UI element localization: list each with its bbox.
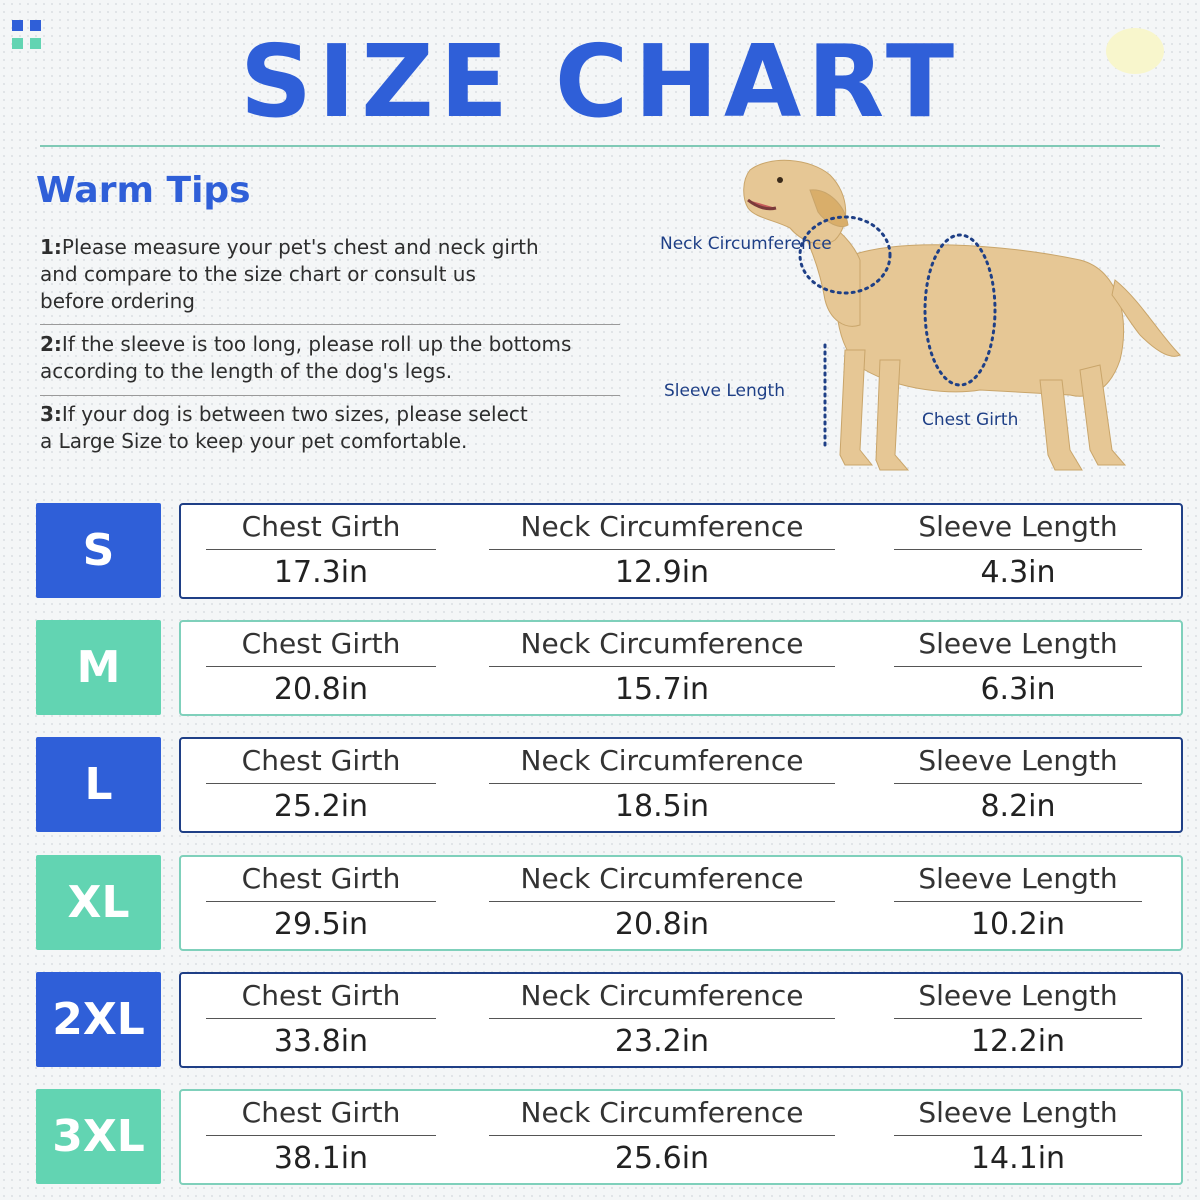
neck-cell: Neck Circumference 15.7in bbox=[489, 622, 835, 714]
chest-value: 33.8in bbox=[273, 1024, 369, 1059]
neck-cell: Neck Circumference 20.8in bbox=[489, 857, 835, 949]
sleeve-value: 4.3in bbox=[980, 555, 1056, 590]
measurement-box: Chest Girth 20.8in Neck Circumference 15.7i… bbox=[179, 620, 1183, 716]
tip-text: If your dog is between two sizes, please… bbox=[61, 402, 528, 426]
chest-value: 38.1in bbox=[273, 1141, 369, 1176]
size-row-s: S Chest Girth 17.3in Neck Circumference 12.9… bbox=[36, 503, 1183, 599]
sleeve-header: Sleeve Length bbox=[894, 857, 1142, 902]
sleeve-value: 12.2in bbox=[970, 1024, 1066, 1059]
sleeve-length-label: Sleeve Length bbox=[664, 381, 785, 401]
chest-cell: Chest Girth 17.3in bbox=[206, 505, 436, 597]
chest-header: Chest Girth bbox=[206, 1091, 436, 1136]
chest-header: Chest Girth bbox=[206, 974, 436, 1019]
sleeve-cell: Sleeve Length 4.3in bbox=[894, 505, 1142, 597]
decorative-circle bbox=[1106, 28, 1164, 74]
chest-cell: Chest Girth 20.8in bbox=[206, 622, 436, 714]
size-badge: 2XL bbox=[36, 972, 161, 1067]
page-title: SIZE CHART bbox=[239, 23, 961, 140]
measurement-box: Chest Girth 38.1in Neck Circumference 25.6i… bbox=[179, 1089, 1183, 1185]
sleeve-value: 14.1in bbox=[970, 1141, 1066, 1176]
neck-cell: Neck Circumference 18.5in bbox=[489, 739, 835, 831]
corner-logo-icon bbox=[12, 20, 52, 60]
chest-header: Chest Girth bbox=[206, 739, 436, 784]
tip-divider bbox=[40, 395, 620, 396]
dog-measurement-diagram: Neck Circumference Sleeve Length Chest G… bbox=[650, 150, 1190, 500]
sleeve-cell: Sleeve Length 10.2in bbox=[894, 857, 1142, 949]
tip-number: 1: bbox=[40, 235, 62, 259]
sleeve-cell: Sleeve Length 12.2in bbox=[894, 974, 1142, 1066]
tip-3: 3:If your dog is between two sizes, plea… bbox=[40, 401, 640, 455]
tip-text: according to the length of the dog's leg… bbox=[40, 359, 453, 383]
sleeve-value: 10.2in bbox=[970, 907, 1066, 942]
size-row-2xl: 2XL Chest Girth 33.8in Neck Circumference 23… bbox=[36, 972, 1183, 1068]
neck-header: Neck Circumference bbox=[489, 739, 835, 784]
measurement-box: Chest Girth 25.2in Neck Circumference 18.5i… bbox=[179, 737, 1183, 833]
neck-value: 15.7in bbox=[614, 672, 710, 707]
chest-cell: Chest Girth 25.2in bbox=[206, 739, 436, 831]
tip-text: a Large Size to keep your pet comfortabl… bbox=[40, 429, 468, 453]
chest-girth-label: Chest Girth bbox=[922, 410, 1019, 430]
neck-value: 25.6in bbox=[614, 1141, 710, 1176]
neck-value: 18.5in bbox=[614, 789, 710, 824]
tip-number: 3: bbox=[40, 402, 62, 426]
chest-cell: Chest Girth 33.8in bbox=[206, 974, 436, 1066]
neck-cell: Neck Circumference 12.9in bbox=[489, 505, 835, 597]
sleeve-header: Sleeve Length bbox=[894, 505, 1142, 550]
tip-2: 2:If the sleeve is too long, please roll… bbox=[40, 331, 640, 385]
size-row-3xl: 3XL Chest Girth 38.1in Neck Circumference 25… bbox=[36, 1089, 1183, 1185]
chest-cell: Chest Girth 29.5in bbox=[206, 857, 436, 949]
measurement-box: Chest Girth 29.5in Neck Circumference 20.8i… bbox=[179, 855, 1183, 951]
chest-cell: Chest Girth 38.1in bbox=[206, 1091, 436, 1183]
size-badge: 3XL bbox=[36, 1089, 161, 1184]
sleeve-header: Sleeve Length bbox=[894, 974, 1142, 1019]
sleeve-header: Sleeve Length bbox=[894, 622, 1142, 667]
size-badge: S bbox=[36, 503, 161, 598]
title-divider bbox=[40, 145, 1160, 147]
tip-1: 1:Please measure your pet's chest and ne… bbox=[40, 234, 640, 315]
neck-header: Neck Circumference bbox=[489, 505, 835, 550]
chest-header: Chest Girth bbox=[206, 622, 436, 667]
chest-header: Chest Girth bbox=[206, 505, 436, 550]
neck-header: Neck Circumference bbox=[489, 857, 835, 902]
measurement-box: Chest Girth 17.3in Neck Circumference 12.9i… bbox=[179, 503, 1183, 599]
sleeve-header: Sleeve Length bbox=[894, 739, 1142, 784]
chest-value: 17.3in bbox=[273, 555, 369, 590]
sleeve-header: Sleeve Length bbox=[894, 1091, 1142, 1136]
neck-circumference-label: Neck Circumference bbox=[660, 234, 832, 254]
size-badge: XL bbox=[36, 855, 161, 950]
chest-value: 20.8in bbox=[273, 672, 369, 707]
tip-text: If the sleeve is too long, please roll u… bbox=[61, 332, 572, 356]
sleeve-value: 6.3in bbox=[980, 672, 1056, 707]
chest-value: 25.2in bbox=[273, 789, 369, 824]
tip-number: 2: bbox=[40, 332, 62, 356]
size-badge: L bbox=[36, 737, 161, 832]
dog-illustration-icon bbox=[743, 159, 1181, 471]
neck-header: Neck Circumference bbox=[489, 622, 835, 667]
sleeve-value: 8.2in bbox=[980, 789, 1056, 824]
neck-header: Neck Circumference bbox=[489, 974, 835, 1019]
size-row-m: M Chest Girth 20.8in Neck Circumference 15.7… bbox=[36, 620, 1183, 716]
tip-text: and compare to the size chart or consult… bbox=[40, 262, 476, 286]
neck-value: 12.9in bbox=[614, 555, 710, 590]
neck-header: Neck Circumference bbox=[489, 1091, 835, 1136]
sleeve-cell: Sleeve Length 8.2in bbox=[894, 739, 1142, 831]
size-row-l: L Chest Girth 25.2in Neck Circumference 18.5… bbox=[36, 737, 1183, 833]
neck-value: 23.2in bbox=[614, 1024, 710, 1059]
chest-value: 29.5in bbox=[273, 907, 369, 942]
size-badge: M bbox=[36, 620, 161, 715]
chest-header: Chest Girth bbox=[206, 857, 436, 902]
neck-value: 20.8in bbox=[614, 907, 710, 942]
tip-text: before ordering bbox=[40, 289, 195, 313]
tip-divider bbox=[40, 324, 620, 325]
sleeve-cell: Sleeve Length 6.3in bbox=[894, 622, 1142, 714]
tip-text: Please measure your pet's chest and neck… bbox=[61, 235, 539, 259]
warm-tips-heading: Warm Tips bbox=[36, 170, 251, 211]
measurement-box: Chest Girth 33.8in Neck Circumference 23.2i… bbox=[179, 972, 1183, 1068]
sleeve-cell: Sleeve Length 14.1in bbox=[894, 1091, 1142, 1183]
neck-cell: Neck Circumference 25.6in bbox=[489, 1091, 835, 1183]
neck-cell: Neck Circumference 23.2in bbox=[489, 974, 835, 1066]
size-row-xl: XL Chest Girth 29.5in Neck Circumference 20.… bbox=[36, 855, 1183, 951]
